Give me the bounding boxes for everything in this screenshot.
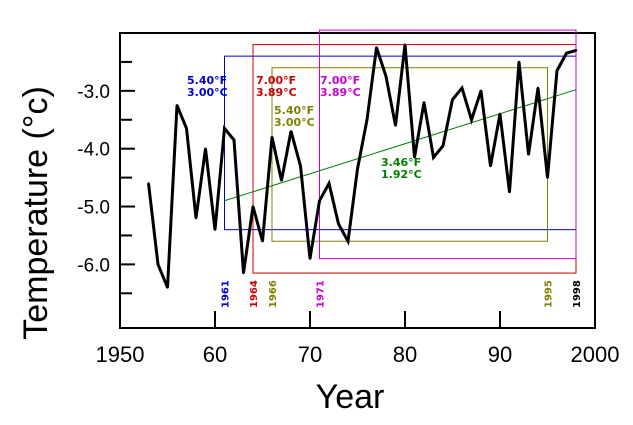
- year-label: 1961: [221, 280, 232, 308]
- data-point: [441, 144, 445, 147]
- data-point: [289, 130, 293, 133]
- data-point: [413, 156, 416, 159]
- data-point: [451, 98, 454, 101]
- annotation-label-f: 7.00°F: [256, 74, 296, 87]
- y-tick-label: -4.0: [77, 140, 110, 161]
- annotation-label-c: 3.00°C: [274, 116, 315, 129]
- data-point: [318, 199, 321, 202]
- data-point: [242, 271, 245, 275]
- x-tick-label: 80: [393, 342, 417, 367]
- data-point: [470, 118, 473, 121]
- y-tick-label: -5.0: [77, 198, 110, 219]
- x-tick-label: 1950: [96, 342, 145, 367]
- data-point: [498, 112, 502, 116]
- ticks-layer: 1950 60 70 80 90 2000 -3.0 -4.0 -5.0 -6.0: [77, 60, 620, 367]
- data-point: [232, 138, 236, 142]
- y-tick-label: -3.0: [77, 82, 110, 103]
- data-point: [422, 101, 426, 104]
- annotation-box: [319, 29, 577, 260]
- data-point: [299, 164, 302, 168]
- data-point: [223, 127, 226, 130]
- data-point: [574, 49, 578, 52]
- data-point: [346, 240, 350, 243]
- data-point: [251, 205, 255, 208]
- trend-label-c: 1.92°C: [381, 168, 422, 181]
- data-point: [460, 86, 464, 90]
- annotation-label-f: 5.40°F: [187, 74, 227, 87]
- annotation-box: [271, 67, 548, 242]
- labels-layer: 5.40°F3.00°C19617.00°F3.89°C19645.40°F3.…: [187, 74, 583, 308]
- y-tick-label: -6.0: [77, 255, 110, 276]
- data-point: [147, 182, 150, 185]
- annotation-label-f: 5.40°F: [274, 104, 314, 117]
- x-axis-label: Year: [316, 378, 385, 416]
- x-tick-label: 90: [488, 342, 512, 367]
- data-point: [175, 104, 179, 107]
- annotation-label-c: 3.00°C: [187, 86, 228, 99]
- data-point: [261, 240, 264, 243]
- data-point: [517, 60, 521, 64]
- temperature-series-line: [147, 44, 577, 289]
- data-point: [337, 222, 340, 226]
- data-point: [375, 46, 378, 49]
- data-point: [166, 286, 169, 289]
- trend-line: [224, 89, 577, 202]
- year-label: 1998: [572, 280, 583, 308]
- x-tick-label: 2000: [571, 342, 620, 367]
- data-point: [384, 75, 388, 78]
- data-point: [479, 89, 483, 93]
- data-point: [565, 52, 568, 55]
- data-point: [327, 182, 331, 185]
- data-point: [489, 164, 492, 168]
- x-tick-label: 70: [298, 342, 322, 367]
- data-point: [270, 135, 274, 139]
- year-label: 1995: [544, 280, 555, 308]
- series-layer: [147, 43, 578, 289]
- data-point: [185, 127, 188, 130]
- year-label: 1971: [316, 280, 327, 308]
- data-point: [555, 69, 559, 72]
- trend-label-f: 3.46°F: [381, 156, 421, 169]
- data-point: [356, 167, 359, 171]
- y-axis-label: Temperature (°c): [17, 86, 55, 340]
- data-point: [156, 263, 160, 266]
- trend-layer: [224, 89, 577, 202]
- data-point: [204, 147, 207, 150]
- data-point: [280, 179, 283, 182]
- year-label: 1966: [268, 280, 279, 308]
- x-tick-label: 60: [203, 342, 227, 367]
- plot-frame: [119, 32, 596, 329]
- data-point: [508, 190, 511, 194]
- data-point: [432, 156, 435, 159]
- data-point: [194, 216, 198, 220]
- data-point: [536, 86, 540, 90]
- data-point: [308, 257, 312, 260]
- annotation-label-c: 3.89°C: [256, 86, 297, 99]
- annotation-label-c: 3.89°C: [320, 86, 361, 99]
- year-label: 1964: [249, 280, 260, 308]
- annotation-boxes: [224, 29, 577, 274]
- data-point: [213, 228, 217, 231]
- annotation-label-f: 7.00°F: [320, 74, 360, 87]
- data-point: [365, 118, 369, 121]
- data-point: [394, 124, 397, 127]
- data-point: [546, 176, 549, 179]
- data-point: [403, 43, 407, 46]
- data-point: [527, 153, 530, 156]
